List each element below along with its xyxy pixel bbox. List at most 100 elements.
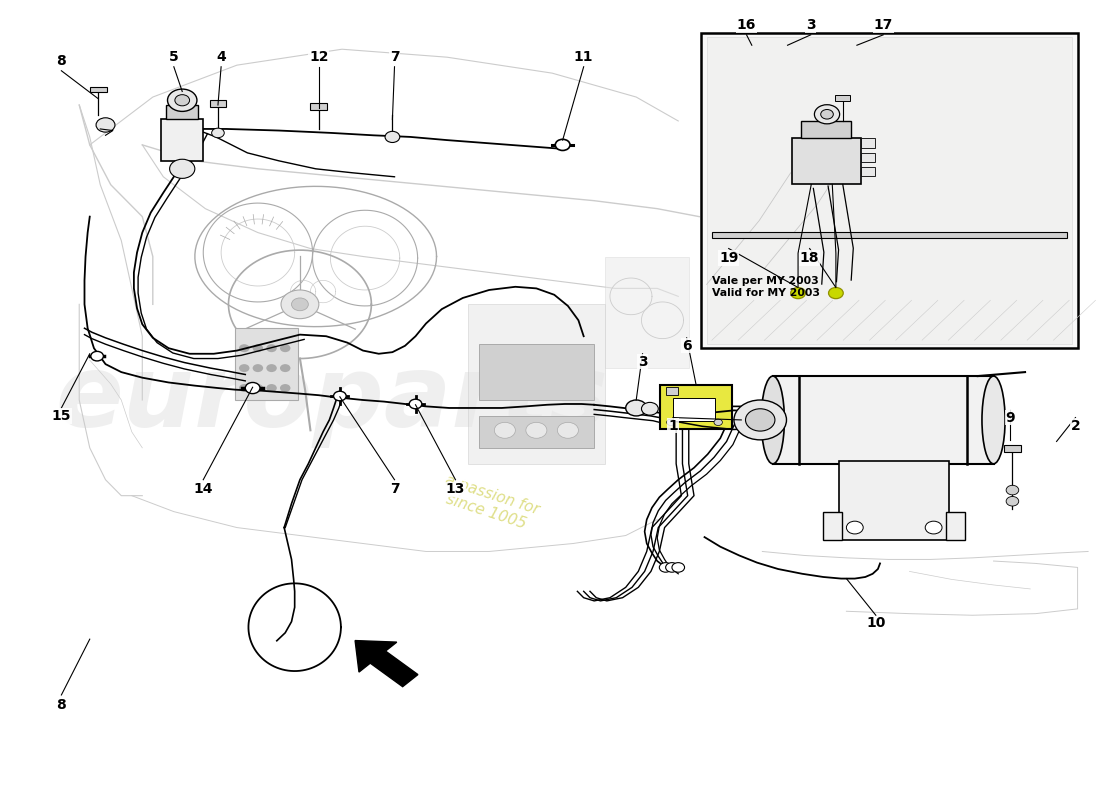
Text: 3: 3 [806, 18, 815, 32]
Circle shape [280, 290, 319, 318]
Ellipse shape [982, 376, 1005, 464]
Circle shape [641, 402, 658, 415]
Circle shape [814, 105, 839, 124]
Text: 7: 7 [389, 50, 399, 64]
Text: 2: 2 [1070, 418, 1080, 433]
Bar [162, 119, 204, 161]
Text: 9: 9 [1005, 410, 1015, 425]
Text: 11: 11 [574, 50, 593, 64]
Circle shape [494, 422, 516, 438]
Bar [666, 387, 679, 395]
Circle shape [292, 298, 308, 310]
Circle shape [280, 384, 290, 392]
Circle shape [96, 118, 115, 132]
Text: 5: 5 [169, 50, 178, 64]
Circle shape [239, 384, 250, 392]
Circle shape [1006, 497, 1019, 506]
Bar [946, 512, 965, 539]
Bar [605, 257, 689, 368]
Bar [660, 385, 732, 429]
Text: 1: 1 [668, 418, 678, 433]
Bar [773, 376, 993, 464]
Text: 6: 6 [682, 338, 692, 353]
Bar [706, 38, 1072, 344]
Text: 18: 18 [800, 251, 820, 265]
Circle shape [714, 419, 723, 426]
Text: 4: 4 [217, 50, 226, 64]
Bar [702, 34, 1078, 348]
Text: Vale per MY 2003
Valid for MY 2003: Vale per MY 2003 Valid for MY 2003 [712, 277, 820, 298]
Circle shape [556, 139, 570, 150]
Bar [234, 328, 298, 400]
Circle shape [666, 562, 679, 572]
Text: 8: 8 [56, 54, 66, 68]
Circle shape [266, 384, 277, 392]
Circle shape [91, 351, 103, 361]
Bar [839, 462, 949, 539]
Circle shape [409, 399, 421, 409]
Circle shape [253, 364, 263, 372]
Circle shape [333, 391, 346, 401]
Bar [469, 304, 605, 464]
Bar [1004, 446, 1021, 452]
Circle shape [211, 128, 224, 138]
Circle shape [245, 382, 260, 394]
Bar [860, 138, 876, 148]
Circle shape [239, 344, 250, 352]
Text: 10: 10 [866, 616, 886, 630]
Bar [860, 167, 876, 177]
Text: 17: 17 [873, 18, 893, 32]
Circle shape [169, 159, 195, 178]
Bar [478, 416, 594, 448]
Circle shape [385, 131, 399, 142]
Text: 8: 8 [56, 698, 66, 711]
Circle shape [828, 287, 844, 298]
Bar [792, 138, 860, 185]
Circle shape [734, 400, 786, 440]
Bar [712, 231, 1067, 238]
Text: 3: 3 [638, 354, 647, 369]
Circle shape [526, 422, 547, 438]
Text: 19: 19 [719, 251, 738, 265]
Circle shape [253, 344, 263, 352]
Circle shape [280, 344, 290, 352]
Text: 7: 7 [389, 482, 399, 496]
Circle shape [266, 344, 277, 352]
Circle shape [659, 562, 672, 572]
Text: a passion for
since 1005: a passion for since 1005 [438, 473, 541, 534]
Circle shape [239, 364, 250, 372]
Circle shape [746, 409, 774, 431]
Bar [90, 86, 107, 92]
Circle shape [672, 562, 684, 572]
Bar [166, 105, 198, 119]
Circle shape [791, 287, 805, 298]
Text: 14: 14 [194, 482, 213, 496]
Circle shape [167, 89, 197, 111]
Bar [310, 103, 328, 110]
Bar [210, 100, 227, 106]
Ellipse shape [761, 376, 784, 464]
Circle shape [266, 364, 277, 372]
Bar [801, 121, 851, 138]
Circle shape [175, 94, 189, 106]
Bar [823, 512, 843, 539]
Bar [478, 344, 594, 400]
Bar [673, 398, 715, 421]
Text: 15: 15 [52, 409, 72, 423]
FancyArrow shape [355, 641, 418, 686]
Circle shape [925, 521, 942, 534]
Circle shape [821, 110, 834, 119]
Text: europarts: europarts [55, 351, 608, 449]
Circle shape [1006, 486, 1019, 495]
Circle shape [558, 422, 579, 438]
Circle shape [626, 400, 647, 416]
Text: 13: 13 [446, 482, 465, 496]
Circle shape [667, 419, 675, 426]
Bar [835, 95, 850, 101]
Bar [860, 153, 876, 162]
Circle shape [846, 521, 864, 534]
Text: 12: 12 [309, 50, 329, 64]
Text: 16: 16 [737, 18, 756, 32]
Circle shape [280, 364, 290, 372]
Circle shape [253, 384, 263, 392]
